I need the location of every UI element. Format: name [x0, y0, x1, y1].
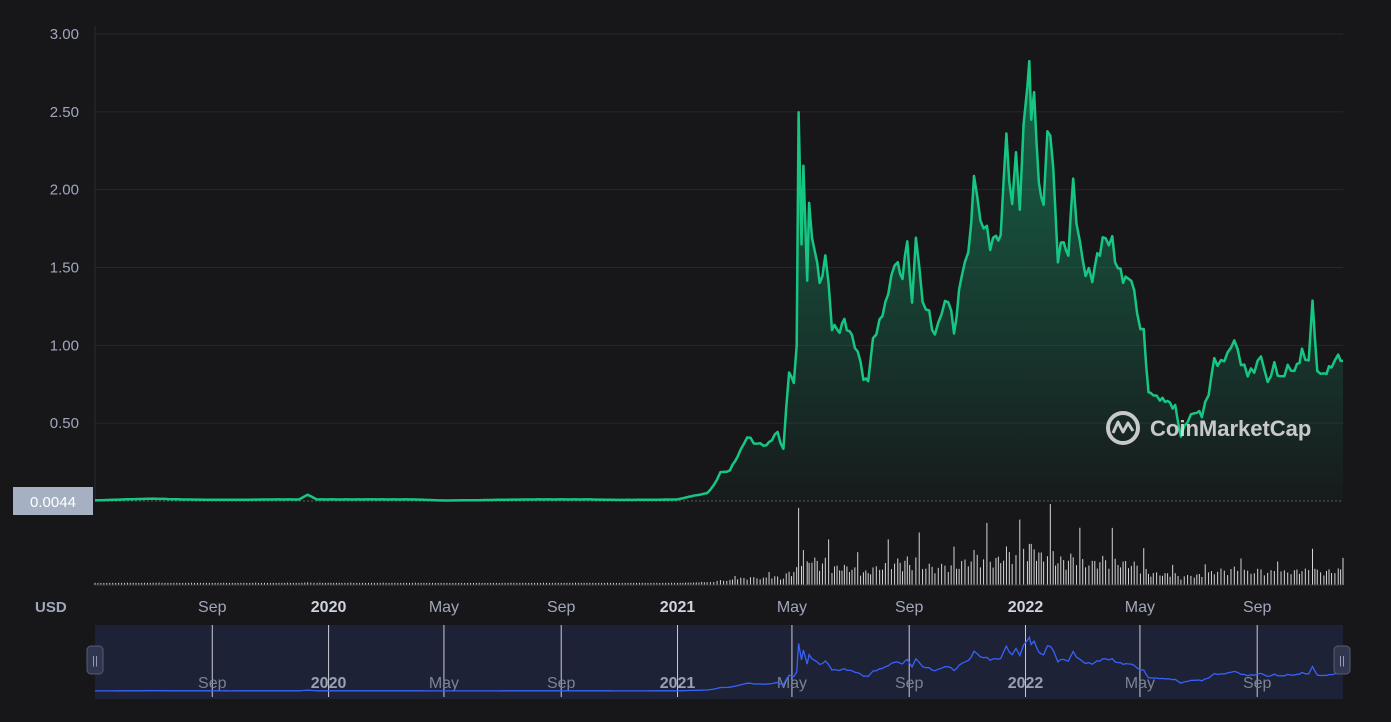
x-tick-label: 2022 [1008, 599, 1044, 616]
navigator-labels: Sep 2020 May Sep 2021 May Sep 2022 May Sep [198, 675, 1271, 692]
navigator-tick-label: May [777, 675, 807, 692]
coinmarketcap-watermark: CoinMarketCap [1106, 411, 1311, 445]
right-handle-grip-icon: || [1339, 655, 1345, 667]
x-tick-label: May [777, 599, 807, 616]
y-axis-ticks: 0.50 1.00 1.50 2.00 2.50 3.00 [50, 26, 79, 432]
x-tick-label: May [1125, 599, 1155, 616]
volume-bars [94, 504, 1344, 586]
navigator-tick-label: Sep [1243, 675, 1272, 692]
navigator-tick-label: May [1125, 675, 1155, 692]
navigator-left-handle[interactable]: || [86, 645, 104, 675]
x-axis-ticks: Sep 2020 May Sep 2021 May Sep 2022 May Sep [198, 599, 1271, 616]
navigator-tick-label: May [429, 675, 459, 692]
y-tick-label: 1.50 [50, 260, 79, 277]
x-tick-label: 2021 [660, 599, 696, 616]
x-tick-label: May [429, 599, 459, 616]
x-tick-label: 2020 [311, 599, 347, 616]
y-tick-label: 3.00 [50, 26, 79, 43]
current-price-value: 0.0044 [30, 494, 76, 511]
navigator-tick-label: Sep [547, 675, 576, 692]
grid-lines [94, 26, 1343, 502]
navigator-right-handle[interactable]: || [1333, 645, 1351, 675]
price-area-fill [95, 61, 1343, 501]
currency-label: USD [35, 599, 67, 616]
x-tick-label: Sep [198, 599, 227, 616]
price-area [94, 59, 1343, 502]
watermark-text: CoinMarketCap [1150, 416, 1311, 441]
navigator-tick-label: 2020 [311, 675, 347, 692]
navigator-tick-label: Sep [895, 675, 924, 692]
navigator-background[interactable] [95, 625, 1343, 699]
navigator-grid [211, 625, 1258, 697]
x-tick-label: Sep [547, 599, 576, 616]
y-tick-label: 2.00 [50, 182, 79, 199]
y-tick-label: 1.00 [50, 337, 79, 354]
navigator-tick-label: Sep [198, 675, 227, 692]
left-handle-grip-icon: || [92, 655, 98, 667]
current-price-label: 0.0044 [13, 487, 93, 515]
navigator-tick-label: 2021 [660, 675, 696, 692]
navigator-series-line [95, 635, 1343, 692]
y-tick-label: 2.50 [50, 104, 79, 121]
coinmarketcap-logo-icon [1106, 411, 1140, 445]
price-line [94, 59, 1343, 502]
y-tick-label: 0.50 [50, 415, 79, 432]
navigator-tick-label: 2022 [1008, 675, 1044, 692]
x-tick-label: Sep [1243, 599, 1272, 616]
x-tick-label: Sep [895, 599, 924, 616]
navigator[interactable]: Sep 2020 May Sep 2021 May Sep 2022 May Sep || || [86, 625, 1351, 699]
